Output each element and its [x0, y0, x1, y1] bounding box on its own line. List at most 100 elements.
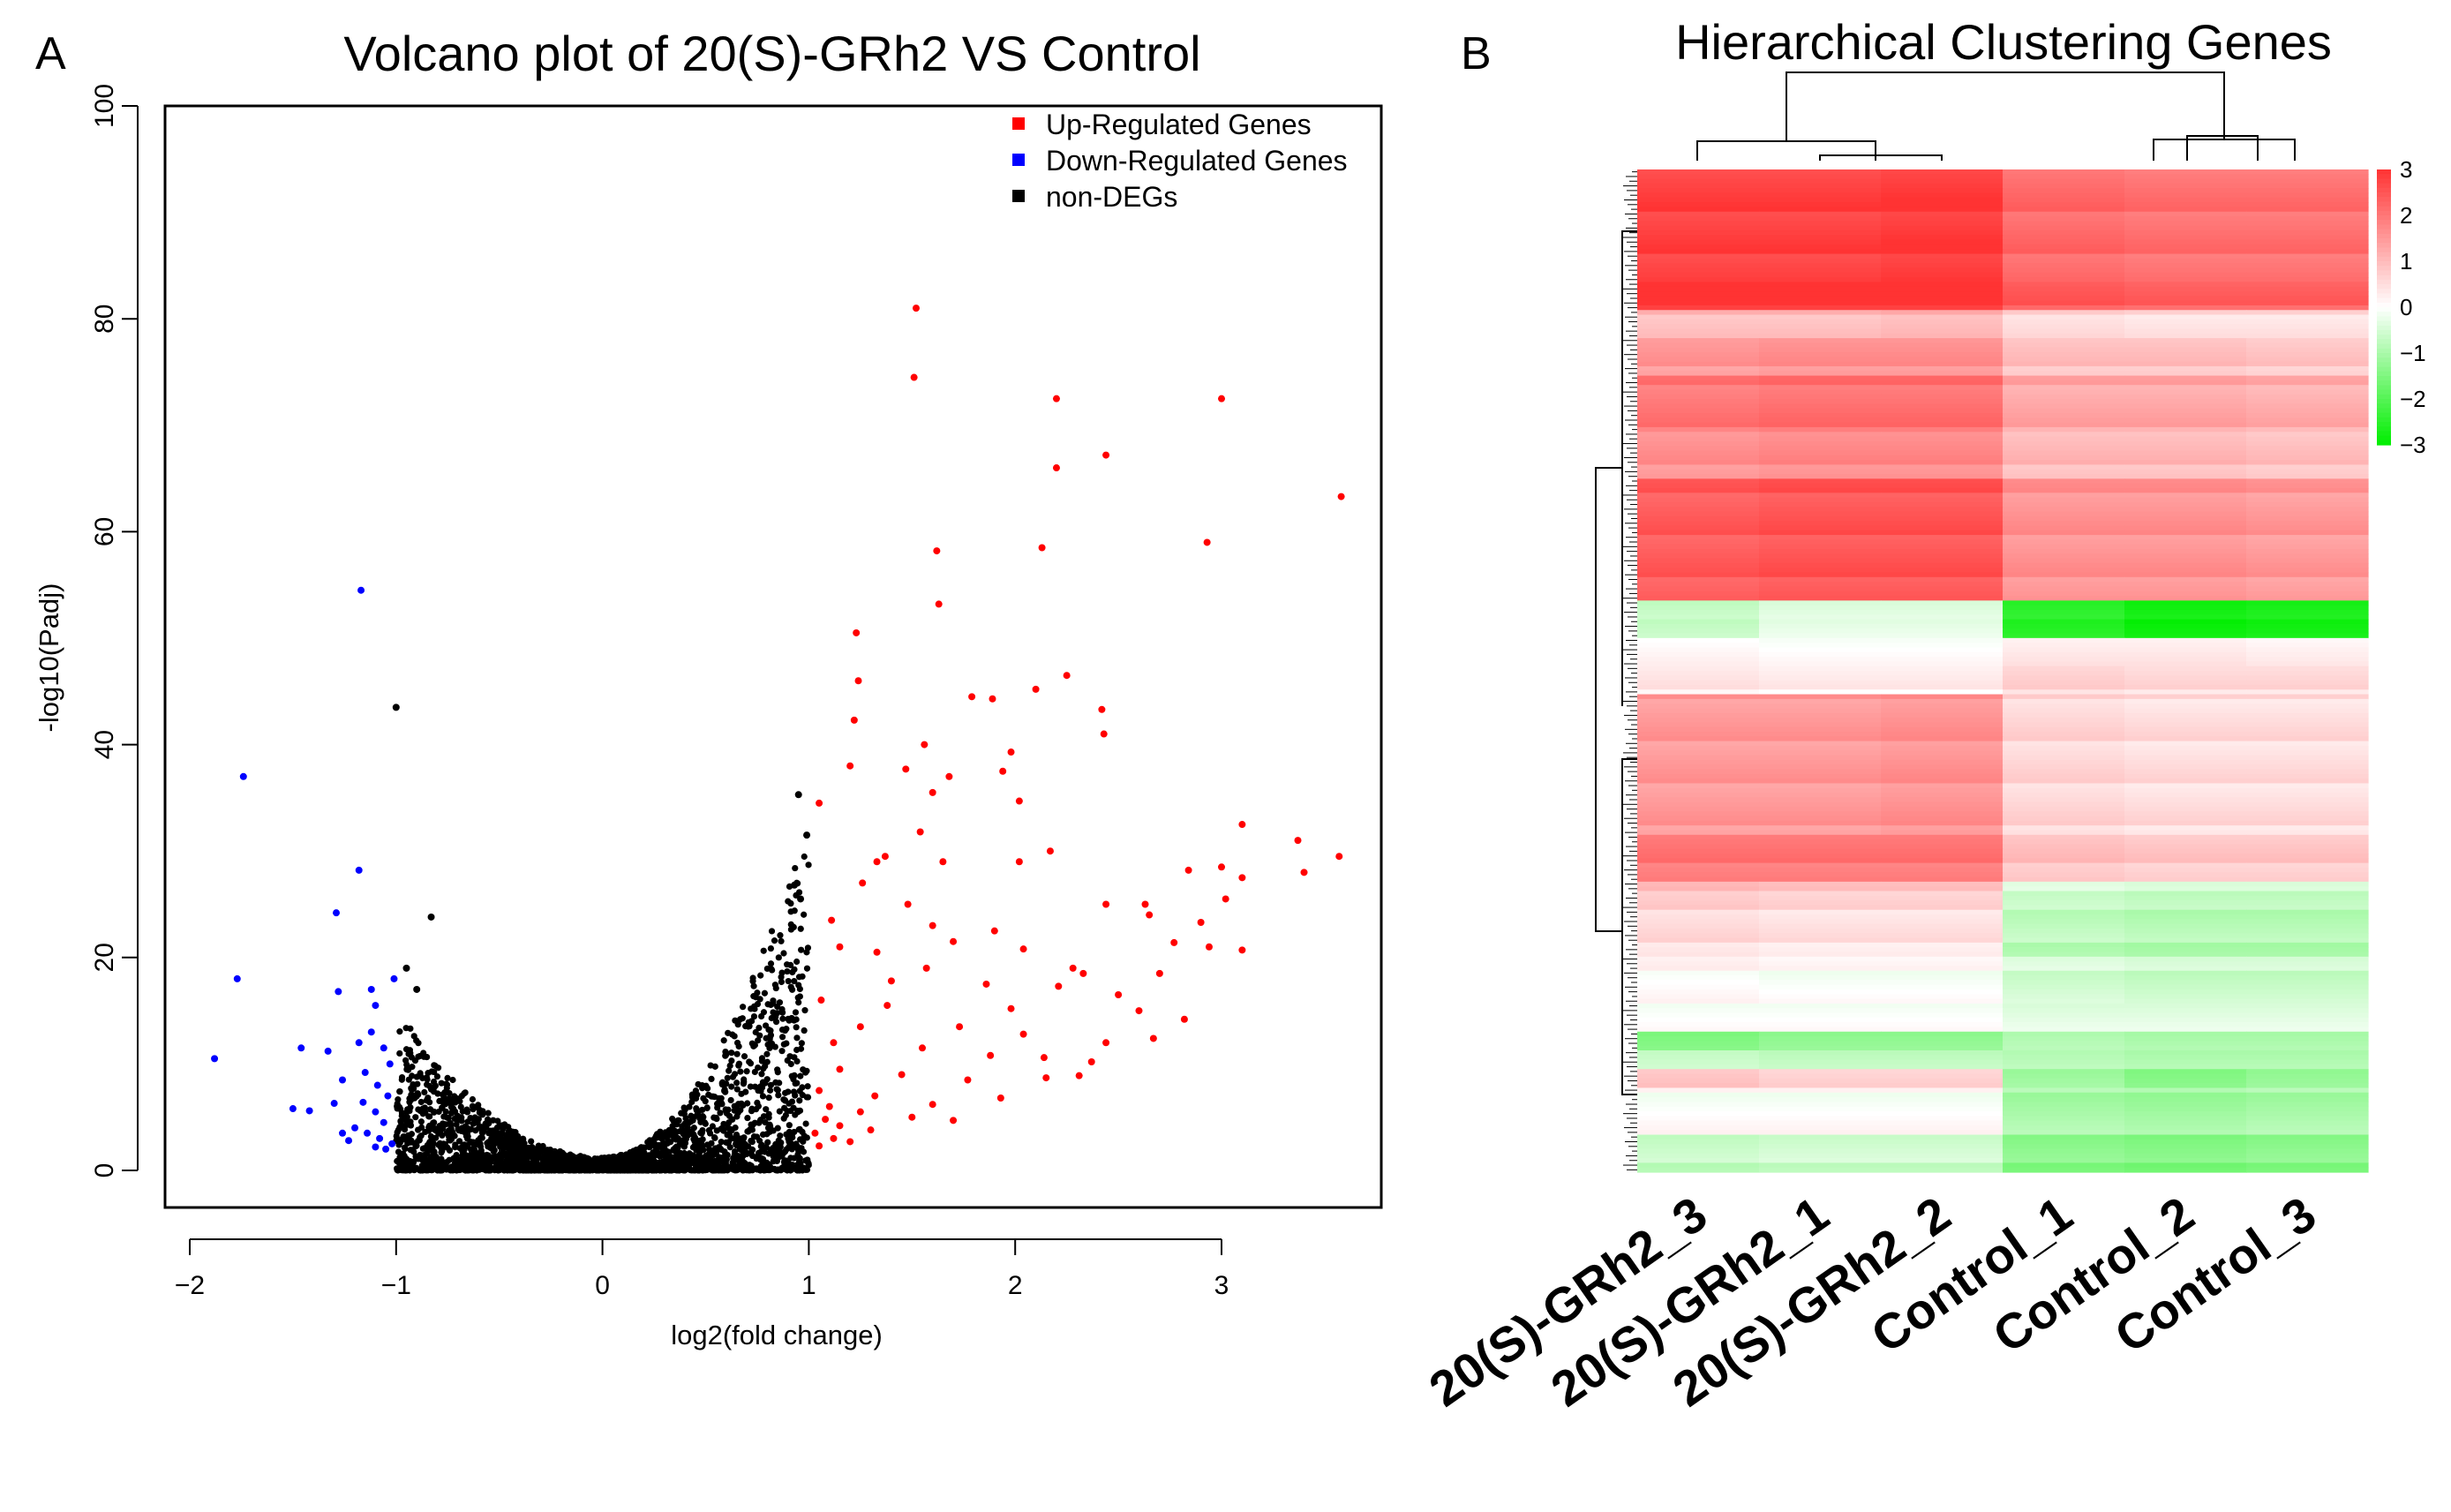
nondeg-point [718, 1139, 725, 1146]
data-point [933, 547, 941, 555]
heatmap-cell [1881, 651, 2004, 658]
heatmap-cell [2246, 975, 2369, 981]
heatmap-cell [1637, 365, 1760, 372]
colorbar-step [2377, 385, 2391, 391]
heatmap-cell [1881, 928, 2004, 934]
data-point [859, 879, 867, 887]
heatmap-cell [1881, 507, 2004, 513]
heatmap-cell [1759, 1097, 1882, 1102]
nondeg-point [393, 1132, 400, 1140]
heatmap-cell [1881, 783, 2004, 789]
heatmap-cell [2003, 296, 2125, 302]
heatmap-cell [2124, 1144, 2247, 1150]
nondeg-point [731, 1102, 738, 1110]
heatmap-cell [1637, 961, 1760, 967]
heatmap-cell [1881, 501, 2004, 508]
heatmap-cell [2124, 460, 2247, 466]
heatmap-cell [2246, 582, 2369, 588]
heatmap-cell [1881, 263, 2004, 269]
heatmap-cell [2246, 1144, 2369, 1150]
heatmap-cell [1759, 928, 1882, 934]
heatmap-cell [2003, 478, 2125, 485]
heatmap-cell [2124, 347, 2247, 353]
heatmap-cell [1759, 764, 1882, 771]
heatmap-cell [2003, 394, 2125, 400]
nondeg-point [688, 1158, 695, 1165]
heatmap-cell [1759, 558, 1882, 564]
nondeg-point [758, 1071, 765, 1078]
heatmap-cell [2124, 1036, 2247, 1042]
heatmap-cell [2124, 385, 2247, 391]
heatmap-cell [1881, 432, 2004, 438]
data-point [964, 1076, 972, 1084]
heatmap-cell [1881, 389, 2004, 395]
nondeg-point [749, 978, 756, 985]
heatmap-cell [1637, 759, 1760, 765]
heatmap-cell [1637, 1110, 1760, 1117]
nondeg-point [749, 1122, 756, 1129]
data-point [816, 1087, 823, 1095]
heatmap-cell [2246, 862, 2369, 869]
nondeg-point [418, 1155, 426, 1162]
heatmap-cell [1759, 1092, 1882, 1098]
heatmap-cell [1881, 483, 2004, 489]
heatmap-cell [2124, 797, 2247, 803]
heatmap-cell [2003, 493, 2125, 499]
heatmap-cell [2124, 1069, 2247, 1075]
heatmap-cell [1881, 891, 2004, 897]
nondeg-point [560, 1165, 568, 1173]
heatmap-cell [1637, 1167, 1760, 1173]
heatmap-cell [1881, 464, 2004, 470]
heatmap-cell [2003, 858, 2125, 864]
colorbar-step [2377, 422, 2391, 427]
heatmap-cell [2124, 596, 2247, 601]
heatmap-cell [2124, 263, 2247, 269]
heatmap-cell [1881, 643, 2004, 649]
heatmap-cell [2246, 460, 2369, 466]
heatmap-cell [1759, 272, 1882, 278]
heatmap-cell [2246, 671, 2369, 676]
heatmap-cell [1637, 1022, 1760, 1028]
heatmap-cell [2003, 1158, 2125, 1163]
heatmap-cell [1759, 403, 1882, 410]
heatmap-cell [2003, 975, 2125, 981]
nondeg-point [649, 1166, 657, 1173]
heatmap-cell [1637, 919, 1760, 925]
nondeg-point [795, 889, 803, 896]
nondeg-point [792, 1092, 799, 1099]
heatmap-cell [1637, 1012, 1760, 1019]
nondeg-point [455, 1127, 462, 1134]
heatmap-cell [1759, 1153, 1882, 1159]
nondeg-point [788, 1014, 795, 1022]
heatmap-cell [1637, 891, 1760, 897]
heatmap-cell [1637, 933, 1760, 939]
heatmap-cell [1759, 600, 1882, 606]
data-point [1069, 964, 1077, 972]
heatmap-cell [1637, 984, 1760, 990]
heatmap-cell [1881, 712, 2004, 718]
heatmap-cell [1881, 380, 2004, 386]
nondeg-point [784, 967, 791, 975]
heatmap-cell [1881, 225, 2004, 231]
heatmap-cell [2003, 609, 2125, 615]
heatmap-cell [2003, 192, 2125, 199]
heatmap-cell [2003, 572, 2125, 578]
heatmap-cell [1881, 436, 2004, 442]
heatmap-cell [1759, 637, 1882, 643]
nondeg-point [431, 1062, 438, 1069]
colorbar-step [2377, 408, 2391, 414]
heatmap-cell [2003, 576, 2125, 583]
colorbar-step [2377, 243, 2391, 248]
heatmap-cell [2246, 970, 2369, 976]
data-point [836, 943, 844, 951]
heatmap-cell [1759, 1083, 1882, 1089]
heatmap-cell [1881, 558, 2004, 564]
heatmap-cell [2124, 530, 2247, 536]
nondeg-point [680, 1104, 688, 1111]
heatmap-cell [1759, 671, 1882, 676]
nondeg-point [801, 1007, 808, 1014]
nondeg-point [781, 1104, 788, 1111]
nondeg-point [417, 1098, 425, 1106]
heatmap-cell [1637, 361, 1760, 367]
heatmap-cell [2246, 1125, 2369, 1131]
